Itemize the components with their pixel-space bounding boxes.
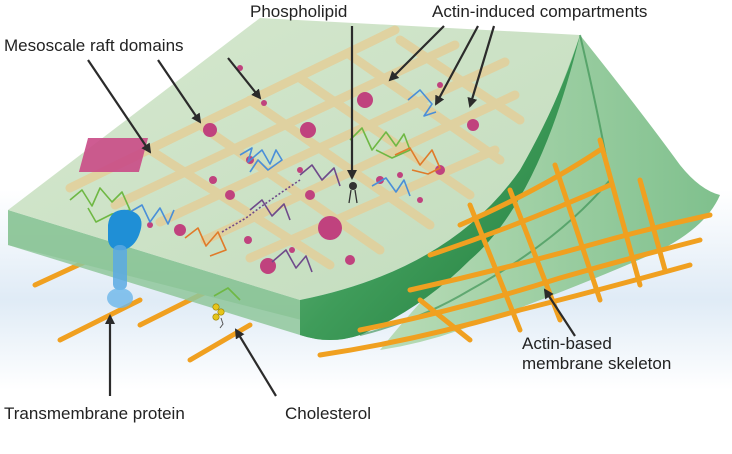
actin-skeleton-mesh	[317, 137, 713, 358]
label-actin-compartments: Actin-induced compartments	[432, 2, 648, 21]
arrow-cholesterol	[234, 328, 277, 397]
arrow-compartment-2	[435, 25, 479, 106]
phospholipid	[348, 182, 358, 204]
arrow-compartment-3	[467, 25, 496, 108]
raft-dots	[147, 65, 479, 274]
transmembrane-protein	[107, 209, 142, 308]
label-cholesterol: Cholesterol	[285, 404, 371, 423]
diffusion-trajectories	[69, 89, 441, 301]
label-raft-domains: Mesoscale raft domains	[4, 36, 184, 55]
raft-square	[78, 138, 149, 172]
arrow-raft-square	[87, 59, 152, 154]
arrow-raft-dot	[157, 59, 202, 124]
arrow-compartment-1	[388, 25, 445, 82]
annotation-arrows	[87, 25, 576, 397]
label-phospholipid: Phospholipid	[250, 2, 348, 21]
arrow-raft-dot-2	[227, 57, 262, 100]
cholesterol-molecule	[212, 303, 225, 329]
label-transmembrane: Transmembrane protein	[4, 404, 185, 423]
arrow-skeleton	[543, 288, 576, 337]
membrane-curl-outer	[380, 35, 720, 350]
label-skeleton-line1: Actin-based	[522, 334, 612, 353]
membrane-curl-underside	[300, 35, 580, 340]
label-skeleton-line2: membrane skeleton	[522, 354, 672, 373]
